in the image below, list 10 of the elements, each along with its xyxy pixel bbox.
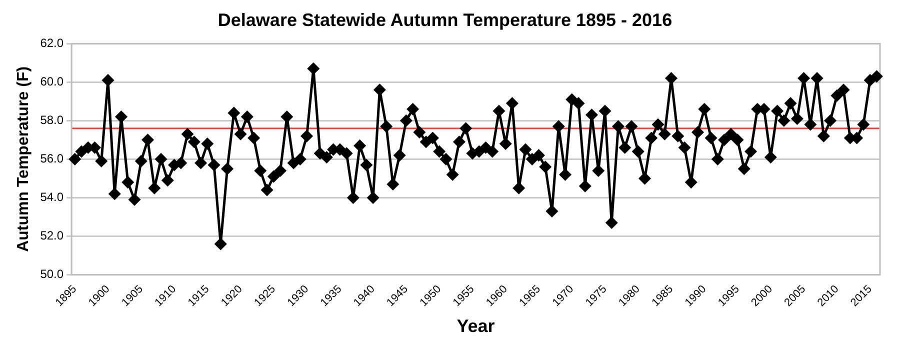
y-axis-title: Autumn Temperature (F)	[15, 66, 32, 252]
chart-title: Delaware Statewide Autumn Temperature 1895 - 2016	[218, 10, 672, 30]
y-tick-label: 50.0	[40, 267, 64, 282]
x-axis-title: Year	[456, 316, 495, 336]
y-tick-label: 60.0	[40, 74, 64, 88]
y-tick-label: 62.0	[40, 36, 64, 50]
y-tick-label: 58.0	[40, 112, 64, 127]
y-tick-label: 54.0	[40, 190, 64, 204]
y-tick-label: 56.0	[40, 151, 64, 166]
y-tick-label: 52.0	[40, 228, 64, 243]
